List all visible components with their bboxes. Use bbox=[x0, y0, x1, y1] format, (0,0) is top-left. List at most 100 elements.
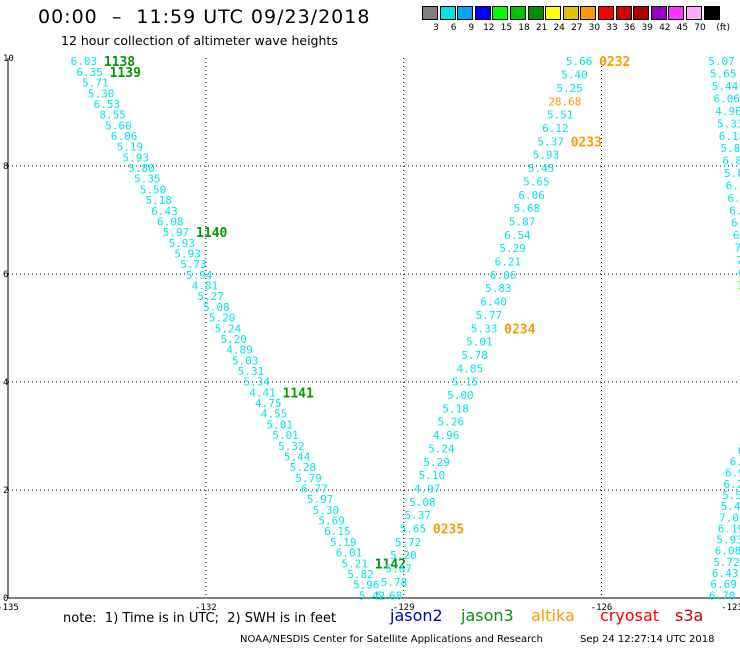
swh-value: 5.44 bbox=[284, 450, 311, 463]
swh-value: 6.35 bbox=[76, 66, 103, 79]
swh-value: 6.06 bbox=[490, 269, 517, 282]
swh-value: 6.77 bbox=[301, 482, 328, 495]
swh-value: 4.41 bbox=[249, 386, 276, 399]
x-tick-label: -12 bbox=[732, 603, 740, 613]
swh-value: 5.31 bbox=[238, 365, 265, 378]
legend-label: 70 bbox=[694, 23, 706, 33]
pass-time-label: 0232 bbox=[599, 55, 630, 70]
swh-value: 5.03 bbox=[232, 354, 259, 367]
swh-value: 5.83 bbox=[485, 282, 512, 295]
swh-value: 4.96 bbox=[715, 105, 740, 118]
swh-value: 6.90 bbox=[738, 266, 740, 279]
swh-value: 6.08 bbox=[157, 215, 184, 228]
legend-swatch bbox=[668, 6, 685, 20]
swh-value: 5.01 bbox=[267, 418, 294, 431]
swh-value: 5.69 bbox=[318, 515, 345, 528]
legend-label: 33 bbox=[606, 23, 618, 33]
swh-value: 5.20 bbox=[390, 549, 417, 562]
pass-time-label: 0234 bbox=[504, 322, 535, 337]
swh-value: 5.72 bbox=[395, 536, 422, 549]
swh-value: 7.18 bbox=[736, 254, 740, 267]
swh-value: 6 bbox=[738, 444, 740, 457]
swh-value: 6.03 bbox=[71, 55, 98, 68]
swh-value: 6.01 bbox=[336, 547, 363, 560]
swh-value: 14.68 bbox=[736, 279, 740, 292]
swh-value: 5.97 bbox=[163, 226, 190, 239]
x-tick-label: -126 bbox=[591, 603, 613, 613]
swh-value: 5.25 bbox=[556, 82, 583, 95]
swh-value: 5.67 bbox=[385, 563, 412, 576]
legend-swatch bbox=[633, 6, 650, 20]
legend-swatch bbox=[650, 6, 667, 20]
swh-value: 5.84 bbox=[721, 142, 740, 155]
pass-time-label: 0233 bbox=[571, 135, 602, 150]
swh-value: 6.19 bbox=[728, 192, 740, 205]
swh-value: 5.51 bbox=[547, 109, 574, 122]
legend-label: 15 bbox=[500, 23, 513, 33]
legend-label: 18 bbox=[518, 23, 530, 33]
legend-swatch bbox=[527, 6, 544, 20]
swh-value: 5.29 bbox=[499, 242, 526, 255]
x-tick-label: -123 bbox=[721, 603, 740, 613]
legend-unit: (ft) bbox=[716, 23, 730, 33]
chart-title: 00:00 – 11:59 UTC 09/23/2018 bbox=[38, 6, 371, 28]
y-tick-label: 2 bbox=[3, 486, 8, 496]
swh-value: 5.01 bbox=[466, 336, 493, 349]
swh-value: 6.06 bbox=[518, 189, 545, 202]
swh-value: 5.08 bbox=[409, 496, 436, 509]
x-tick-label: -135 bbox=[0, 603, 19, 613]
x-tick-label: -132 bbox=[195, 603, 217, 613]
legend-label: 12 bbox=[483, 23, 495, 33]
swh-value: 5.18 bbox=[146, 194, 173, 207]
swh-value: 5.19 bbox=[117, 141, 144, 154]
pass-time-label: 1140 bbox=[196, 226, 227, 241]
swh-value: 6.06 bbox=[111, 130, 138, 143]
swh-value: 6.93 bbox=[725, 467, 740, 480]
swh-value: 7.22 bbox=[735, 242, 740, 255]
chart-subtitle: 12 hour collection of altimeter wave hei… bbox=[61, 33, 338, 48]
satellite-s3a-label: s3a bbox=[675, 606, 704, 625]
swh-value: 6.19 bbox=[718, 522, 740, 535]
legend-label: 3 bbox=[433, 23, 439, 33]
swh-value: 5.65 bbox=[710, 68, 737, 81]
legend-swatch bbox=[439, 6, 456, 20]
swh-value: 5.33 bbox=[717, 117, 740, 130]
legend-label: 45 bbox=[676, 23, 689, 33]
swh-value: 5.68 bbox=[376, 589, 403, 602]
swh-value: 5.15 bbox=[452, 376, 479, 389]
pass-time-label: 1142 bbox=[375, 557, 406, 572]
swh-value: 6.02 bbox=[731, 217, 740, 230]
swh-value: 5.80 bbox=[128, 162, 155, 175]
swh-value: 5.86 bbox=[724, 167, 740, 180]
legend-swatch bbox=[615, 6, 632, 20]
swh-value: 6.06 bbox=[714, 93, 740, 106]
legend-label: 21 bbox=[535, 23, 548, 33]
swh-value: 5.68 bbox=[514, 202, 541, 215]
swh-value: 5.30 bbox=[313, 504, 340, 517]
swh-value: 6.21 bbox=[495, 256, 522, 269]
swh-value: 5.35 bbox=[134, 173, 161, 186]
swh-value: 5.07 bbox=[708, 55, 735, 68]
swh-value: 5.65 bbox=[400, 523, 427, 536]
swh-value: 5.60 bbox=[105, 119, 132, 132]
swh-value: 5.44 bbox=[712, 80, 739, 93]
footnote: note: 1) Time is in UTC; 2) SWH is in fe… bbox=[63, 611, 336, 626]
swh-value: 6.28 bbox=[724, 478, 740, 491]
swh-value: 4.81 bbox=[192, 280, 219, 293]
swh-value: 5.42 bbox=[359, 589, 386, 602]
swh-value: 5.33 bbox=[471, 322, 498, 335]
swh-value: 5.00 bbox=[447, 389, 474, 402]
swh-value: 6.70 bbox=[709, 589, 736, 602]
swh-value: 5.93 bbox=[533, 149, 560, 162]
swh-value: 5.20 bbox=[220, 333, 247, 346]
legend-label: 39 bbox=[641, 23, 653, 33]
legend-swatch bbox=[474, 6, 491, 20]
swh-value: 6.08 bbox=[715, 545, 740, 558]
legend-swatch bbox=[492, 6, 509, 20]
credit-source: NOAA/NESDIS Center for Satellite Applica… bbox=[240, 634, 543, 645]
satellite-cryosat-label: cryosat bbox=[600, 606, 660, 625]
legend-swatch bbox=[510, 6, 526, 20]
swh-value: 6.18 bbox=[719, 130, 740, 143]
legend-label: 27 bbox=[571, 23, 583, 33]
